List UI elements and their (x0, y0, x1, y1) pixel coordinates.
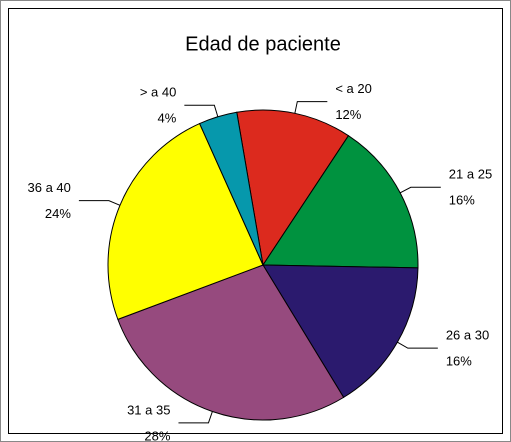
pie-slice (262, 264, 419, 399)
leader-line (294, 101, 328, 114)
leader-line (399, 186, 441, 194)
leader-line (178, 411, 213, 424)
category-label: < a 20 (335, 81, 372, 96)
leader-line (397, 341, 438, 349)
value-label: 16% (446, 354, 472, 369)
value-label: 4% (158, 111, 177, 126)
category-label: 21 a 25 (449, 167, 492, 182)
pie-slice (262, 134, 419, 269)
value-label: 24% (45, 206, 71, 221)
leader-line (78, 200, 121, 206)
leader-line (184, 104, 219, 117)
category-label: 31 a 35 (127, 402, 170, 417)
category-label: 36 a 40 (28, 180, 71, 195)
category-label: > a 40 (140, 85, 177, 100)
value-label: 12% (335, 107, 361, 122)
pie-slice (236, 109, 350, 267)
category-label: 26 a 30 (446, 328, 489, 343)
pie-slice (107, 122, 264, 321)
value-label: 28% (144, 428, 170, 442)
chart-title: Edad de paciente (185, 33, 341, 55)
pie-slice (117, 264, 345, 421)
value-label: 16% (449, 193, 475, 208)
